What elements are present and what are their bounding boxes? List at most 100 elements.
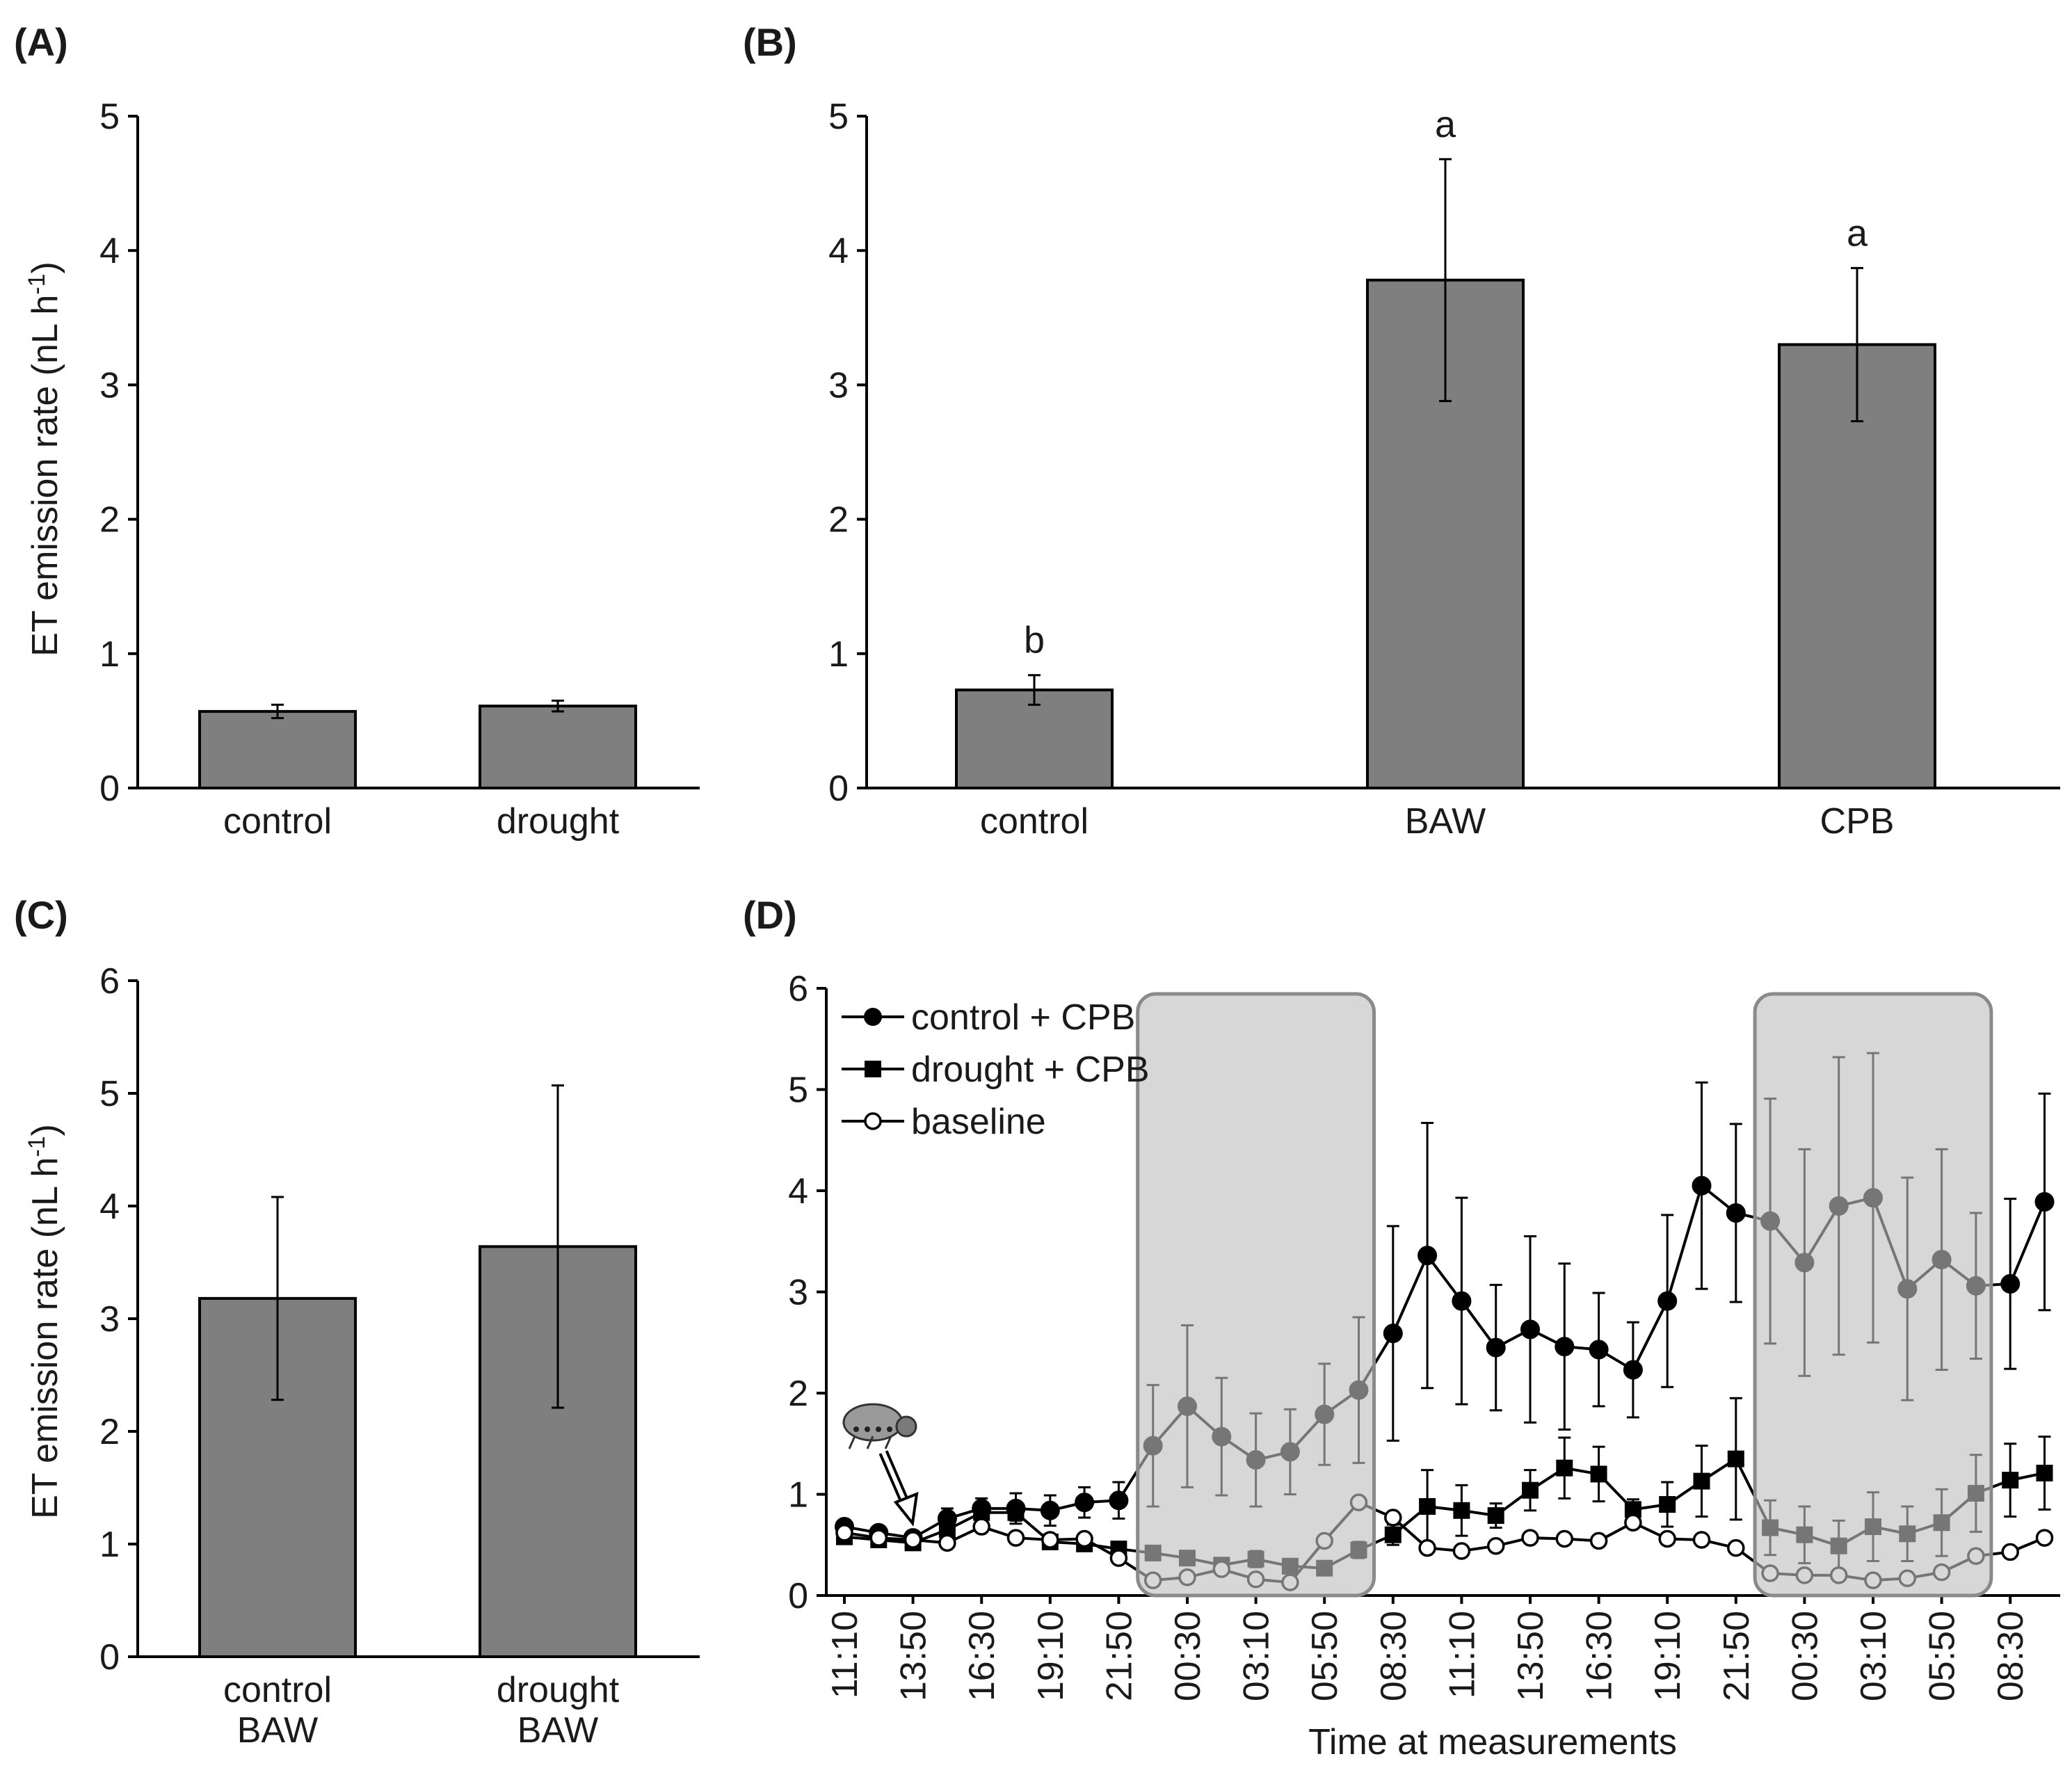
data-point (1693, 1472, 1710, 1490)
panel-a-plot: 0 1 2 3 4 5 control drought (99, 97, 700, 842)
beetle-leg (848, 1436, 856, 1449)
beetle-body (842, 1403, 904, 1442)
panel-b: (B) 0 1 2 3 4 5 b control a BAW a CPB (743, 20, 2060, 842)
data-point (2001, 1543, 2019, 1561)
data-point (1041, 1531, 1059, 1549)
panel-a-y-tick-label: 2 (99, 500, 120, 540)
data-point (972, 1518, 990, 1536)
data-point (1692, 1531, 1711, 1549)
panel-d-x-tick-label: 03:10 (1854, 1611, 1894, 1701)
panel-d-y-tick-label: 0 (788, 1576, 808, 1616)
panel-b-y-tick-label: 3 (828, 365, 849, 405)
significance-letter: a (1847, 212, 1868, 254)
panel-c-y-tick-label: 6 (99, 961, 120, 1002)
data-point (904, 1531, 922, 1549)
panel-d-x-tick-label: 03:10 (1237, 1611, 1277, 1701)
panel-d-x-tick-label: 13:50 (894, 1611, 934, 1701)
panel-d-x-tick-label: 19:10 (1648, 1611, 1688, 1701)
panel-b-y-tick-label: 5 (828, 97, 849, 137)
data-point (1589, 1340, 1609, 1360)
data-point (1555, 1529, 1574, 1548)
panel-b-label: (B) (743, 20, 797, 64)
y-axis-title-bottom-end: ) (25, 1124, 65, 1136)
panel-c-label: (C) (14, 893, 68, 937)
data-point (1418, 1538, 1436, 1557)
x-tick-label: BAW (237, 1710, 319, 1751)
panel-d-x-axis-title: Time at measurements (1308, 1722, 1677, 1762)
beetle-spot (865, 1427, 870, 1432)
panel-a-y-tick-label: 5 (99, 97, 120, 137)
data-point (1522, 1481, 1539, 1499)
panel-d-x-tick-label: 16:30 (962, 1611, 1002, 1701)
y-axis-title-top: ET emission rate (nL h-1) (24, 262, 65, 657)
legend: control + CPB drought + CPB baseline (842, 997, 1150, 1142)
beetle-leg (866, 1436, 874, 1449)
x-tick-label: control (980, 801, 1089, 842)
panel-d-plot: 0 1 2 3 4 5 6 11:10 13:50 16:30 19:10 21:50 00:30 03:… (788, 969, 2060, 1762)
data-point (1589, 1532, 1608, 1550)
y-axis-title-bottom: ET emission rate (nL h-1) (24, 1124, 65, 1519)
bar (198, 709, 357, 789)
data-point (2036, 1464, 2053, 1481)
panel-d-x-tick-label: 00:30 (1785, 1611, 1825, 1701)
panel-b-y-tick-label: 2 (828, 500, 849, 540)
data-point (1487, 1507, 1504, 1525)
data-point (1486, 1536, 1505, 1555)
x-tick-label: drought (497, 801, 620, 842)
data-point (1040, 1500, 1060, 1520)
panel-a-y-tick-label: 1 (99, 634, 120, 675)
data-point (1384, 1509, 1402, 1527)
data-point (1006, 1529, 1025, 1547)
treatment-arrow-icon (878, 1450, 919, 1527)
panel-d-y-tick-label: 3 (788, 1273, 808, 1313)
data-point (1075, 1529, 1093, 1548)
panel-a-y-tick-label: 3 (99, 365, 120, 405)
panel-d-x-tick-label: 05:50 (1922, 1611, 1963, 1701)
beetle-icon (842, 1403, 917, 1449)
panel-d-y-tick-label: 5 (788, 1070, 808, 1111)
data-point (1657, 1291, 1678, 1311)
beetle-spot (876, 1427, 881, 1432)
data-point (1452, 1291, 1472, 1311)
data-point (1419, 1497, 1436, 1515)
panel-c-y-tick-label: 2 (99, 1412, 120, 1452)
panel-d-x-tick-label: 13:50 (1511, 1611, 1551, 1701)
x-tick-label: BAW (517, 1710, 599, 1751)
panel-d-y-tick-label: 4 (788, 1171, 808, 1212)
data-point (1727, 1538, 1745, 1557)
data-point (835, 1524, 853, 1542)
panel-d-x-tick-label: 08:30 (1374, 1611, 1414, 1701)
significance-letter: b (1024, 620, 1045, 661)
data-point (1075, 1493, 1095, 1513)
data-point (1555, 1337, 1575, 1357)
dark-period-box (1136, 992, 1376, 1598)
y-axis-title-top-end: ) (25, 262, 65, 273)
data-point (2002, 1472, 2019, 1489)
x-tick-label: control (223, 1670, 332, 1710)
panel-d-x-tick-label: 19:10 (1031, 1611, 1071, 1701)
data-point (1486, 1337, 1506, 1358)
panel-d-axes: 0 1 2 3 4 5 6 11:10 13:50 16:30 19:10 21:50 00:30 03:… (788, 969, 2060, 1762)
data-point (938, 1534, 956, 1552)
x-tick-label: BAW (1405, 801, 1486, 842)
panel-c-y-tick-label: 0 (99, 1637, 120, 1678)
arrow-head (893, 1491, 919, 1527)
panel-d-x-tick-label: 05:50 (1305, 1611, 1345, 1701)
data-point (1109, 1549, 1128, 1567)
panel-a-label: (A) (14, 20, 68, 64)
beetle-spot (853, 1427, 859, 1432)
y-axis-title-bottom-main: ET emission rate (nL h (25, 1157, 65, 1519)
data-point (1452, 1542, 1471, 1560)
panel-d-label: (D) (743, 893, 797, 937)
data-point (2034, 1192, 2055, 1212)
panel-c-y-tick-label: 1 (99, 1525, 120, 1565)
dark-period-box (1753, 992, 1993, 1598)
data-point (1556, 1459, 1573, 1477)
panel-a-y-tick-label: 4 (99, 231, 120, 271)
bar (955, 688, 1114, 789)
data-point (1623, 1360, 1643, 1380)
x-tick-label: drought (497, 1670, 620, 1710)
legend-label: drought + CPB (911, 1050, 1150, 1090)
